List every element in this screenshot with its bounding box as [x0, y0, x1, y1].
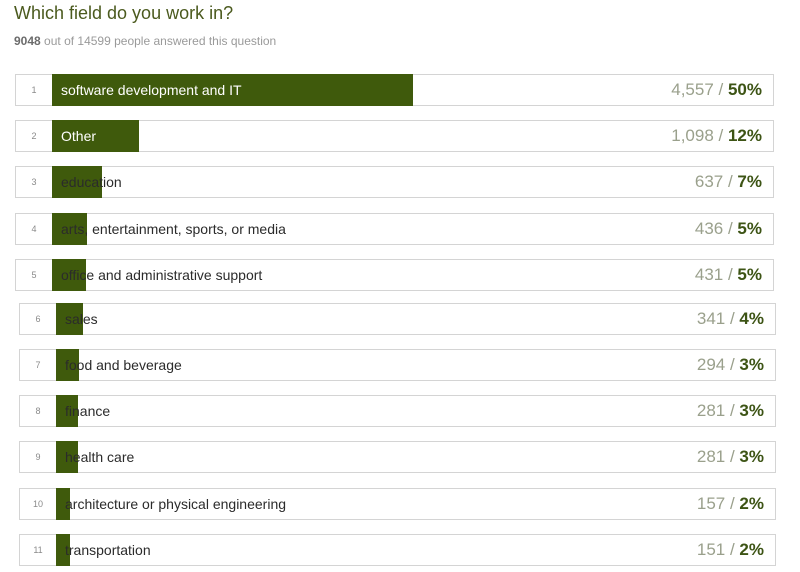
answered-suffix: out of 14599 people answered this questi…: [44, 34, 277, 48]
response-percent: 3%: [739, 447, 764, 466]
result-bar: [52, 259, 86, 291]
response-count: 294: [696, 355, 726, 374]
response-count: 157: [696, 494, 726, 513]
category-label: software development and IT: [61, 82, 242, 98]
stat-separator: /: [725, 447, 740, 466]
result-row: 7 food and beverage 294 / 3%: [19, 349, 776, 381]
stat-separator: /: [725, 540, 740, 559]
result-stat: 157 / 2%: [697, 489, 764, 519]
result-row: 8 finance 281 / 3%: [19, 395, 776, 427]
response-count: 151: [696, 540, 726, 559]
response-count: 637: [694, 172, 724, 191]
response-percent: 7%: [737, 172, 762, 191]
stat-separator: /: [725, 401, 740, 420]
result-stat: 431 / 5%: [695, 260, 762, 290]
response-count: 4,557: [671, 80, 714, 99]
question-title: Which field do you work in?: [14, 3, 234, 23]
response-count: 281: [696, 447, 726, 466]
stat-separator: /: [713, 80, 728, 99]
rank-number: 3: [31, 177, 37, 187]
result-row: 2 Other 1,098 / 12%: [15, 120, 774, 152]
result-stat: 151 / 2%: [697, 535, 764, 565]
result-row: 5 office and administrative support 431 / …: [15, 259, 774, 291]
response-percent: 12%: [727, 126, 762, 145]
result-stat: 294 / 3%: [697, 350, 764, 380]
response-count: 281: [696, 401, 726, 420]
result-row: 1 software development and IT 4,557 / 50%: [15, 74, 774, 106]
answered-count: 9048: [14, 34, 41, 48]
result-stat: 4,557 / 50%: [671, 75, 762, 105]
response-percent: 3%: [739, 401, 764, 420]
result-bar: [56, 488, 70, 520]
result-stat: 341 / 4%: [697, 304, 764, 334]
result-stat: 281 / 3%: [697, 442, 764, 472]
rank-number: 9: [35, 452, 41, 462]
result-bar: [52, 166, 102, 198]
category-label: sales: [65, 311, 98, 327]
category-label: education: [61, 174, 122, 190]
stat-separator: /: [713, 126, 728, 145]
response-count: 431: [694, 265, 724, 284]
result-stat: 281 / 3%: [697, 396, 764, 426]
result-row: 4 arts, entertainment, sports, or media 43…: [15, 213, 774, 245]
result-bar: [56, 395, 78, 427]
result-stat: 637 / 7%: [695, 167, 762, 197]
stat-separator: /: [725, 309, 740, 328]
rank-number: 5: [31, 270, 37, 280]
result-row: 11 transportation 151 / 2%: [19, 534, 776, 566]
rank-number: 1: [31, 85, 37, 95]
result-bar: [56, 534, 70, 566]
rank-number: 6: [35, 314, 41, 324]
stat-separator: /: [725, 494, 740, 513]
category-label: Other: [61, 128, 97, 144]
response-count: 341: [696, 309, 726, 328]
rank-number: 4: [31, 224, 37, 234]
result-bar: [56, 303, 83, 335]
stat-separator: /: [725, 355, 740, 374]
result-row: 10 architecture or physical engineering 15…: [19, 488, 776, 520]
rank-number: 10: [32, 499, 43, 509]
result-bar: [52, 74, 413, 106]
result-row: 3 education 637 / 7%: [15, 166, 774, 198]
result-stat: 1,098 / 12%: [671, 121, 762, 151]
rank-number: 7: [35, 360, 41, 370]
category-label: food and beverage: [65, 357, 182, 373]
response-percent: 2%: [739, 540, 764, 559]
rank-number: 11: [33, 545, 43, 555]
result-stat: 436 / 5%: [695, 214, 762, 244]
response-percent: 2%: [739, 494, 764, 513]
category-label: architecture or physical engineering: [65, 496, 287, 512]
result-bar: [52, 213, 87, 245]
response-percent: 3%: [739, 355, 764, 374]
result-bar: [56, 441, 78, 473]
category-label: finance: [65, 403, 111, 419]
rank-number: 2: [31, 131, 37, 141]
category-label: arts, entertainment, sports, or media: [61, 221, 286, 237]
stat-separator: /: [723, 172, 738, 191]
response-count: 1,098: [671, 126, 714, 145]
category-label: transportation: [65, 542, 151, 558]
response-percent: 5%: [737, 265, 762, 284]
response-percent: 50%: [727, 80, 762, 99]
result-bar: [52, 120, 139, 152]
category-label: office and administrative support: [61, 267, 263, 283]
stat-separator: /: [723, 265, 738, 284]
response-count: 436: [694, 219, 724, 238]
response-percent: 4%: [739, 309, 764, 328]
result-row: 9 health care 281 / 3%: [19, 441, 776, 473]
rank-number: 8: [35, 406, 41, 416]
category-label: health care: [65, 449, 135, 465]
response-percent: 5%: [737, 219, 762, 238]
result-bar: [56, 349, 79, 381]
result-row: 6 sales 341 / 4%: [19, 303, 776, 335]
response-summary: 9048 out of 14599 people answered this q…: [14, 34, 276, 48]
stat-separator: /: [723, 219, 738, 238]
